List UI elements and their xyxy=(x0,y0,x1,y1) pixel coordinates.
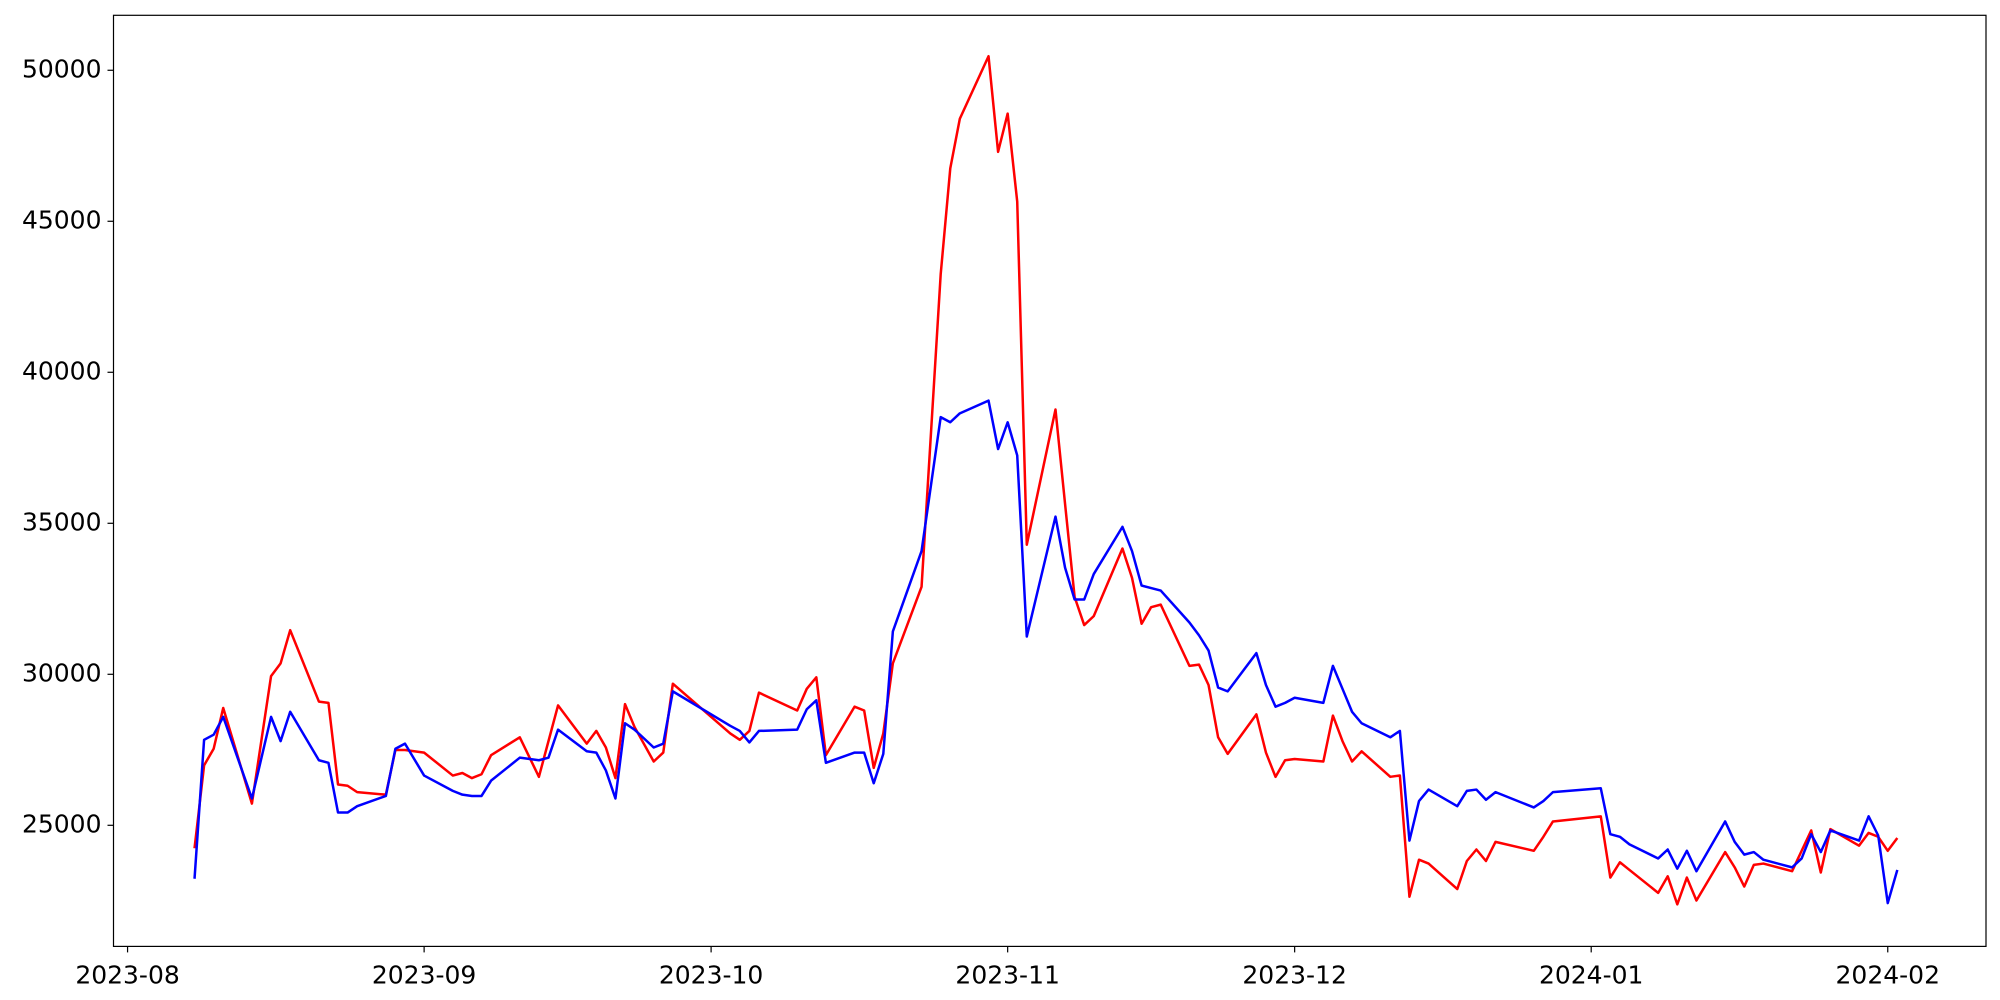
x-tick-label: 2023-11 xyxy=(955,960,1059,989)
x-tick-label: 2024-01 xyxy=(1539,960,1643,989)
x-tick-label: 2023-08 xyxy=(75,960,179,989)
y-tick-label: 35000 xyxy=(22,507,102,536)
y-tick-label: 25000 xyxy=(22,809,102,838)
plot-frame xyxy=(112,14,1987,947)
y-tick-label: 40000 xyxy=(22,356,102,385)
line-series xyxy=(193,399,1899,905)
y-tick-label: 30000 xyxy=(22,658,102,687)
y-tick-label: 50000 xyxy=(22,54,102,83)
line-series xyxy=(193,54,1899,906)
y-tick-label: 45000 xyxy=(22,205,102,234)
x-tick-label: 2023-10 xyxy=(659,960,763,989)
x-tick-label: 2023-12 xyxy=(1242,960,1346,989)
x-tick-label: 2024-02 xyxy=(1836,960,1940,989)
x-tick-label: 2023-09 xyxy=(372,960,476,989)
